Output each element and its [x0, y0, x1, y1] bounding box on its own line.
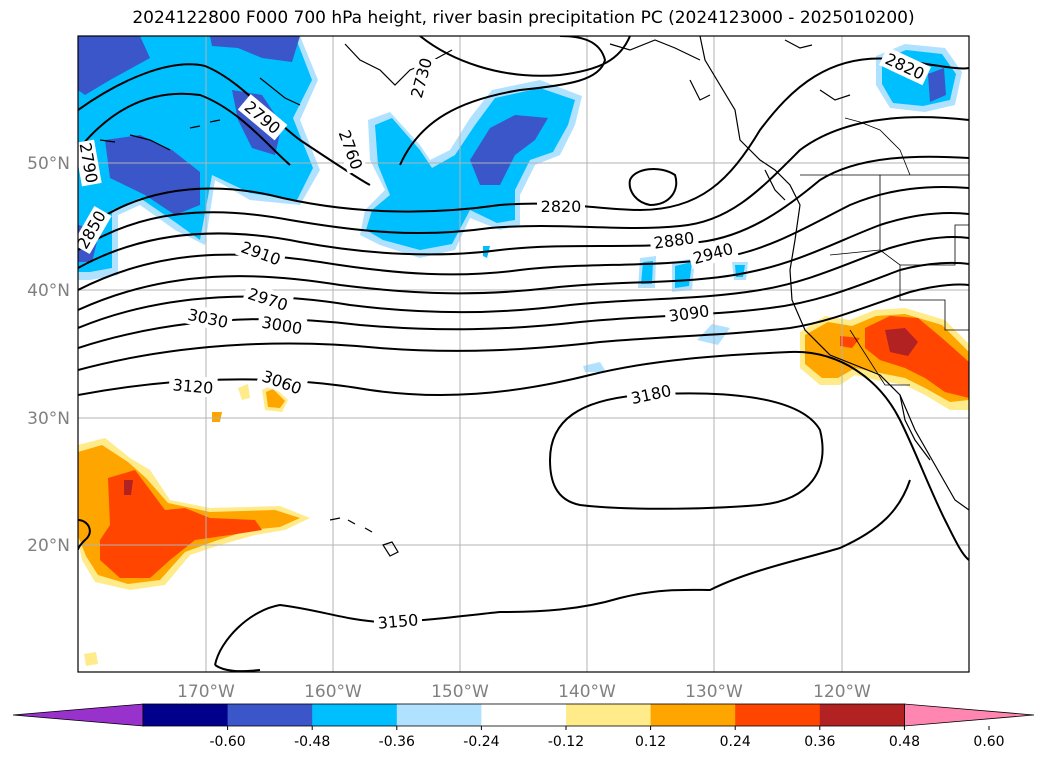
lon-label: 130°W [685, 682, 743, 702]
colorbar-segment [143, 704, 229, 726]
colorbar-segment [735, 704, 821, 726]
colorbar-extend-high [904, 703, 1035, 727]
height-contours [78, 36, 969, 672]
colorbar-segment [650, 704, 736, 726]
lon-label: 120°W [813, 682, 871, 702]
colorbar-label: -0.48 [294, 734, 330, 750]
colorbar: -0.60 -0.48 -0.36 -0.24 -0.12 0.12 0.24 0.36 0.4… [12, 703, 1035, 750]
lon-label: 170°W [177, 682, 235, 702]
colorbar-label: 0.24 [720, 734, 751, 750]
lat-label: 30°N [27, 409, 70, 429]
colorbar-segment [396, 704, 482, 726]
colorbar-label: -0.12 [548, 734, 584, 750]
contour-label: 2820 [541, 197, 582, 216]
lat-label: 50°N [27, 154, 70, 174]
colorbar-label: 0.60 [973, 734, 1004, 750]
map-title: 2024122800 F000 700 hPa height, river ba… [132, 8, 915, 28]
lon-label: 150°W [431, 682, 489, 702]
colorbar-label: -0.60 [209, 734, 245, 750]
colorbar-segment [481, 704, 567, 726]
longitude-labels: 170°W 160°W 150°W 140°W 130°W 120°W [177, 682, 871, 702]
colorbar-segment [819, 704, 905, 726]
lat-label: 40°N [27, 281, 70, 301]
colorbar-extend-low [12, 703, 144, 727]
colorbar-label: 0.48 [889, 734, 920, 750]
contour-labels: 2790 2790 2730 2760 2820 2850 2910 2820 … [76, 46, 931, 634]
graticule [78, 36, 969, 672]
colorbar-segment [566, 704, 652, 726]
map-frame [77, 35, 970, 673]
colorbar-outline [142, 703, 905, 727]
lon-label: 140°W [558, 682, 616, 702]
colorbar-label: 0.36 [804, 734, 835, 750]
colorbar-label: -0.36 [379, 734, 415, 750]
contour-label: 3120 [172, 375, 214, 397]
latitude-labels: 50°N 40°N 30°N 20°N [27, 154, 70, 556]
lat-label: 20°N [27, 536, 70, 556]
lon-label: 160°W [304, 682, 362, 702]
contour-label: 3150 [377, 610, 419, 632]
colorbar-segment [312, 704, 398, 726]
contour-label: 2790 [76, 141, 102, 184]
colorbar-label: -0.24 [463, 734, 499, 750]
colorbar-label: 0.12 [635, 734, 666, 750]
colorbar-segment [227, 704, 313, 726]
